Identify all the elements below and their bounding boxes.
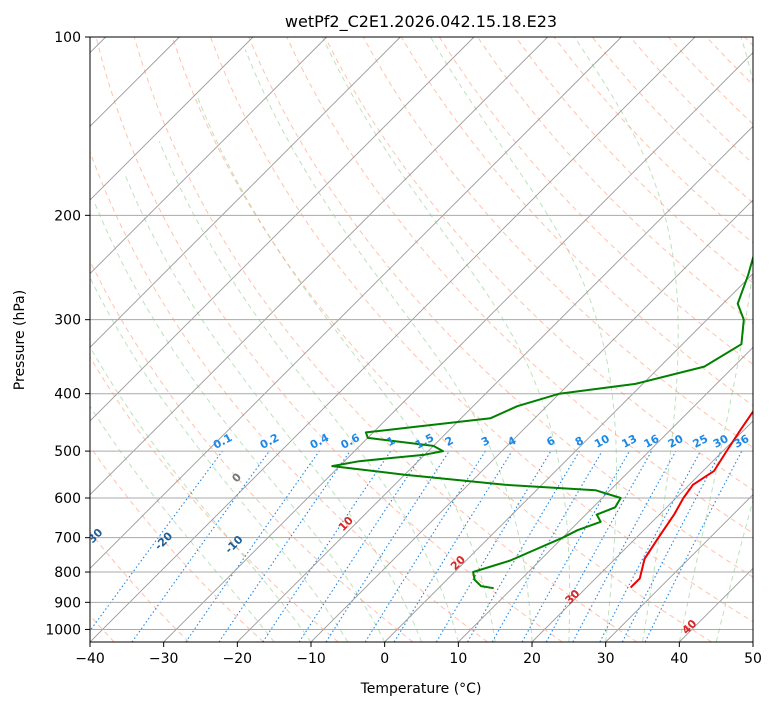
mixing-ratio-line xyxy=(298,450,425,642)
mixing-ratio-line xyxy=(644,450,743,642)
y-axis-label: Pressure (hPa) xyxy=(12,290,28,390)
dry-adiabat xyxy=(171,37,712,642)
isotherm-line xyxy=(458,346,753,642)
isotherm-line xyxy=(90,37,548,496)
dry-adiabat xyxy=(438,37,753,366)
isotherm-line xyxy=(384,273,753,642)
isotherm-line xyxy=(90,37,622,569)
mixing-ratio-label: 30 xyxy=(711,432,731,451)
x-axis-label: Temperature (°C) xyxy=(360,681,482,697)
dry-adiabat xyxy=(248,37,753,578)
isotherm-line xyxy=(90,37,696,642)
moist-adiabat xyxy=(244,49,533,642)
mixing-ratio-line xyxy=(521,450,630,642)
isotherm-line xyxy=(90,37,401,348)
x-tick-label: 40 xyxy=(670,651,688,667)
moist-adiabat xyxy=(574,37,679,642)
mixing-ratio-label: 20 xyxy=(666,432,686,451)
mixing-ratio-line xyxy=(393,450,513,642)
x-tick-label: 30 xyxy=(597,651,615,667)
x-tick-label: 10 xyxy=(449,651,467,667)
mixing-ratio-label: 13 xyxy=(620,432,640,451)
isotherm-line xyxy=(90,37,327,275)
mixing-ratio-label: 25 xyxy=(691,432,711,451)
dewpoint-profile xyxy=(331,254,753,590)
isotherm-line xyxy=(605,494,753,642)
isotherm-line xyxy=(90,37,475,422)
dry-adiabat xyxy=(90,445,264,642)
mixing-ratio-line xyxy=(131,450,270,642)
dry-adiabat xyxy=(210,37,753,623)
dry-adiabat xyxy=(90,150,488,642)
temperature-profile xyxy=(629,409,753,589)
dry-adiabat xyxy=(400,37,753,407)
x-tick-label: −20 xyxy=(223,651,253,667)
mixing-ratio-line xyxy=(325,450,450,642)
mixing-ratio-line xyxy=(185,450,320,642)
dry-adiabat xyxy=(133,37,638,642)
y-tick-label: 600 xyxy=(54,491,81,507)
isotherm-line xyxy=(163,52,753,642)
dry-adiabat xyxy=(90,531,190,642)
mixing-ratio-label: 36 xyxy=(732,432,752,451)
dry-adiabat xyxy=(95,37,563,642)
dry-adiabat xyxy=(90,356,339,642)
mixing-ratio-label: 10 xyxy=(592,432,612,451)
y-tick-label: 300 xyxy=(54,313,81,329)
mixing-ratio-line xyxy=(262,450,392,642)
mixing-ratio-line xyxy=(218,450,351,642)
mixing-ratio-line xyxy=(90,450,223,632)
y-tick-label: 700 xyxy=(54,531,81,547)
moist-adiabat xyxy=(93,201,386,642)
mixing-ratio-label: 16 xyxy=(642,432,662,451)
moist-adiabat xyxy=(90,276,349,642)
moist-adiabat xyxy=(430,37,617,642)
isotherm-line xyxy=(237,125,753,642)
x-tick-label: −40 xyxy=(75,651,105,667)
y-tick-label: 100 xyxy=(54,30,81,46)
mixing-ratio-line xyxy=(545,450,653,642)
chart-title: wetPf2_C2E1.2026.042.15.18.E23 xyxy=(285,12,557,32)
moist-adiabat xyxy=(322,37,571,642)
isotherm-line xyxy=(90,37,254,201)
mixing-ratio-line xyxy=(572,450,677,642)
isotherm-line xyxy=(310,199,753,642)
x-tick-label: 0 xyxy=(380,651,389,667)
isotherm-line xyxy=(531,420,753,642)
x-tick-label: 20 xyxy=(523,651,541,667)
dry-adiabat xyxy=(515,37,753,284)
y-tick-label: 900 xyxy=(54,595,81,611)
x-tick-label: −10 xyxy=(296,651,326,667)
y-tick-label: 1000 xyxy=(45,622,81,638)
moist-adiabat xyxy=(195,94,496,642)
x-tick-label: 50 xyxy=(744,651,762,667)
plot-frame xyxy=(89,36,754,643)
moist-adiabat xyxy=(90,345,312,642)
x-tick-label: −30 xyxy=(149,651,179,667)
y-tick-label: 500 xyxy=(54,444,81,460)
y-tick-label: 200 xyxy=(54,208,81,224)
y-tick-label: 800 xyxy=(54,565,81,581)
y-tick-label: 400 xyxy=(54,387,81,403)
